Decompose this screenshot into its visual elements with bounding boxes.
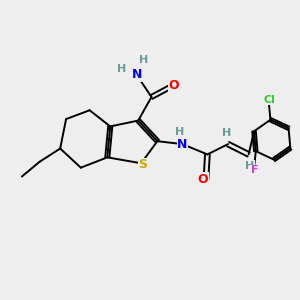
Text: N: N [132,68,142,81]
Text: H: H [245,160,255,171]
Text: H: H [139,55,148,64]
Text: O: O [168,79,179,92]
Text: H: H [176,127,185,137]
Text: S: S [138,158,147,171]
Text: F: F [250,165,258,175]
Text: O: O [198,173,208,186]
Text: Cl: Cl [263,95,275,105]
Text: H: H [222,128,231,138]
Text: N: N [177,138,188,151]
Text: H: H [117,64,126,74]
